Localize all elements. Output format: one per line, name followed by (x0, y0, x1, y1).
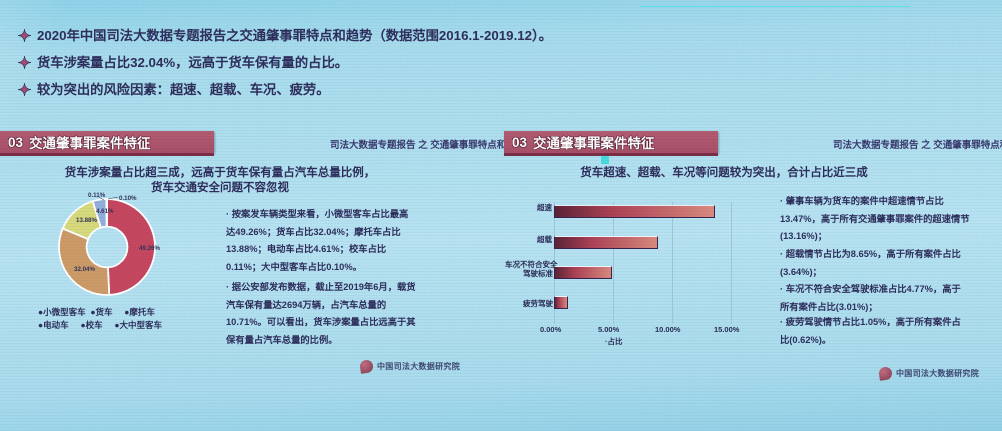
svg-text:49.26%: 49.26% (139, 245, 160, 252)
svg-text:4.61%: 4.61% (96, 208, 114, 215)
svg-text:0.10%: 0.10% (119, 195, 137, 202)
svg-text:0.11%: 0.11% (88, 192, 106, 199)
svg-text:13.88%: 13.88% (76, 217, 97, 224)
svg-text:32.04%: 32.04% (74, 266, 95, 273)
